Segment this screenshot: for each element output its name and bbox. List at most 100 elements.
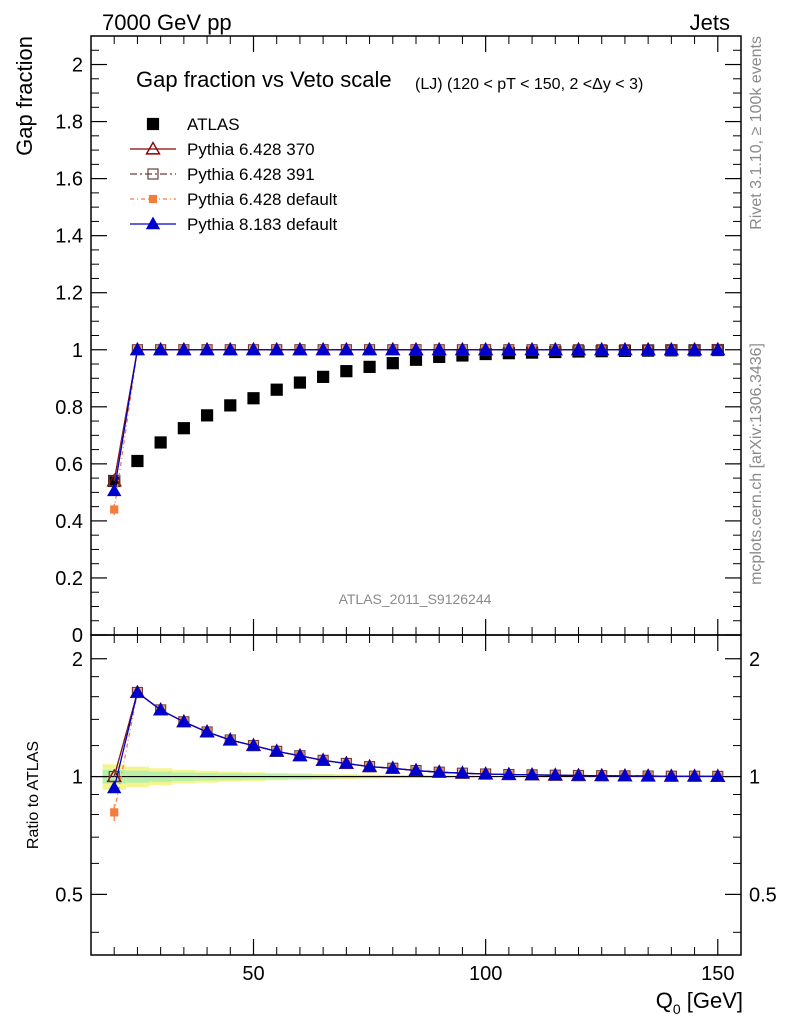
top-y-tick-label: 1.6	[55, 169, 83, 191]
atlas-point	[177, 422, 190, 435]
header-left: 7000 GeV pp	[102, 10, 232, 35]
pythia-8-183-default-ratio-point	[315, 752, 331, 766]
pythia-8-183-default-point	[617, 342, 633, 355]
pythia-8-183-default-ratio-point	[408, 763, 424, 776]
x-axis-title-symbol: Q	[656, 988, 673, 1013]
top-y-tick-label: 0.8	[55, 397, 83, 419]
pythia-8-183-default-point	[664, 342, 679, 355]
pythia-8-183-default-ratio-point	[548, 767, 563, 781]
top-y-tick-label: 0	[72, 625, 83, 647]
legend-marker-atlas	[146, 117, 160, 131]
pythia-8-183-default-ratio-point	[292, 748, 308, 761]
x-axis-title: Q0 [GeV]	[656, 988, 743, 1017]
atlas-point	[270, 383, 283, 396]
y-axis-title-ratio: Ratio to ATLAS	[25, 741, 42, 849]
pythia-8-183-default-ratio-point	[664, 768, 679, 782]
pythia-8-183-default-point	[687, 342, 702, 355]
atlas-point	[340, 365, 353, 378]
pythia-8-183-default-point	[548, 342, 563, 355]
top-y-tick-label: 1.4	[55, 226, 83, 248]
pythia-8-183-default-point	[315, 342, 331, 355]
ratio-y-tick-label: 1	[72, 767, 83, 789]
pythia-8-183-default-ratio-point	[130, 685, 145, 698]
main-subtitle: (LJ) (120 < pT < 150, 2 <Δy < 3)	[415, 76, 643, 93]
pythia-8-183-default-point	[269, 342, 284, 355]
pythia-8-183-default-point	[455, 342, 470, 355]
mcplots-label: mcplots.cern.ch [arXiv:1306.3436]	[748, 343, 765, 585]
x-axis-title-subscript: 0	[673, 1001, 681, 1017]
atlas-point	[131, 454, 144, 468]
atlas-point	[293, 376, 307, 389]
top-y-tick-label: 1	[72, 340, 83, 362]
pythia-8-183-default-point	[223, 342, 238, 355]
ratio-y-tick-label-right: 0.5	[749, 884, 777, 906]
pythia-8-183-default-ratio-point	[153, 702, 168, 716]
pythia-8-183-default-ratio-point	[640, 768, 656, 782]
pythia-8-183-default-point	[176, 342, 192, 355]
pythia-8-183-default-point	[246, 342, 261, 355]
pythia-8-183-default-ratio-point	[571, 768, 586, 781]
pythia-8-183-default-point	[199, 342, 215, 355]
pythia-8-183-default-point	[594, 342, 609, 355]
rivet-label: Rivet 3.1.10, ≥ 100k events	[748, 36, 765, 230]
pythia-8-183-default-point	[524, 342, 540, 355]
pythia-8-183-default-ratio-point	[385, 760, 400, 774]
main-title: Gap fraction vs Veto scale	[136, 67, 392, 92]
ratio-y-tick-label-right: 2	[749, 649, 760, 671]
pythia-8-183-default-point	[640, 342, 656, 355]
legend-marker-pythia-6-428-default	[148, 194, 158, 204]
atlas-point	[317, 370, 330, 383]
atlas-point	[200, 409, 214, 422]
legend-label-pythia-6-428-370: Pythia 6.428 370	[187, 140, 315, 159]
pythia-8-183-default-point	[710, 342, 725, 355]
pythia-8-183-default-point	[339, 342, 354, 355]
top-y-tick-label: 2	[72, 55, 83, 77]
pythia-8-183-default-ratio-point	[432, 764, 447, 778]
legend-marker-pythia-8-183-default	[145, 216, 161, 230]
pythia-8-183-default-ratio-point	[455, 765, 470, 779]
top-y-tick-label: 1.2	[55, 283, 83, 305]
atlas-point	[247, 392, 260, 405]
pythia-8-183-default-point	[385, 342, 400, 355]
top-y-tick-label: 0.4	[55, 511, 83, 533]
legend-label-pythia-6-428-391: Pythia 6.428 391	[187, 165, 315, 184]
pythia-8-183-default-ratio-point	[246, 738, 261, 751]
y-axis-title-top: Gap fraction	[12, 36, 37, 156]
pythia-8-183-default-ratio-point	[710, 768, 725, 782]
pythia-8-183-default-ratio-point	[107, 780, 122, 794]
atlas-point	[154, 436, 167, 449]
ratio-panel-frame	[90, 634, 742, 956]
top-y-tick-label: 0.2	[55, 568, 83, 590]
pythia-8-183-default-ratio-point	[362, 759, 377, 772]
pythia-8-183-default-point	[107, 483, 122, 497]
x-tick-label: 150	[701, 963, 734, 985]
atlas-point	[409, 353, 423, 366]
pythia-8-183-default-ratio-point	[339, 756, 354, 769]
pythia-8-183-default-ratio-point	[501, 767, 517, 780]
pythia-8-183-default-ratio-point	[617, 768, 633, 782]
analysis-id-label: ATLAS_2011_S9126244	[339, 591, 492, 607]
header-right: Jets	[690, 10, 730, 35]
x-tick-label: 50	[242, 963, 264, 985]
pythia-6-428-default-ratio-line	[113, 691, 718, 813]
pythia-8-183-default-point	[432, 342, 447, 355]
legend-label-pythia-6-428-default: Pythia 6.428 default	[187, 190, 338, 209]
pythia-8-183-default-ratio-point	[223, 732, 238, 746]
pythia-8-183-default-ratio-point	[524, 767, 540, 781]
pythia-8-183-default-point	[292, 342, 308, 355]
atlas-point	[224, 399, 237, 412]
atlas-point	[386, 357, 399, 370]
top-y-tick-label: 0.6	[55, 454, 83, 476]
pythia-8-183-default-ratio-point	[687, 768, 702, 782]
pythia-8-183-default-point	[130, 342, 145, 355]
pythia-8-183-default-ratio-point	[269, 743, 284, 757]
ratio-y-tick-label: 0.5	[55, 884, 83, 906]
x-axis-title-unit: [GeV]	[681, 988, 743, 1013]
pythia-6-428-default-line	[113, 349, 718, 510]
pythia-8-183-default-point	[478, 342, 493, 355]
pythia-8-183-default-ratio-point	[478, 766, 493, 780]
legend-label-atlas: ATLAS	[187, 115, 240, 134]
x-tick-label: 100	[469, 963, 502, 985]
top-y-tick-label: 1.8	[55, 112, 83, 134]
